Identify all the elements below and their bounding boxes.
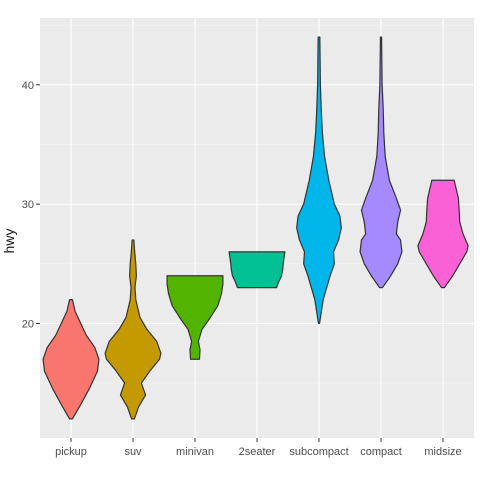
x-tick-label-minivan: minivan — [176, 446, 214, 458]
violin-suv — [104, 239, 162, 420]
y-tick-label: 30 — [22, 199, 34, 211]
violin-2seater — [228, 251, 286, 289]
x-tick-label-2seater: 2seater — [239, 446, 276, 458]
x-tick-label-subcompact: subcompact — [289, 446, 348, 458]
plot-area: 20 30 40 pickup suv minivan 2seater subcompact c… — [22, 18, 474, 458]
violin-subcompact — [296, 36, 342, 325]
violin-minivan — [166, 275, 224, 360]
y-axis-title: hwy — [1, 229, 17, 254]
x-tick-label-midsize: midsize — [424, 446, 461, 458]
x-tick-label-suv: suv — [124, 446, 142, 458]
violin-midsize — [417, 179, 469, 289]
y-tick-label: 40 — [22, 80, 34, 92]
x-tick-label-compact: compact — [360, 446, 402, 458]
x-tick-label-pickup: pickup — [55, 446, 87, 458]
y-tick-label: 20 — [22, 318, 34, 330]
violin-pickup — [42, 298, 100, 420]
violin-compact — [359, 36, 403, 289]
